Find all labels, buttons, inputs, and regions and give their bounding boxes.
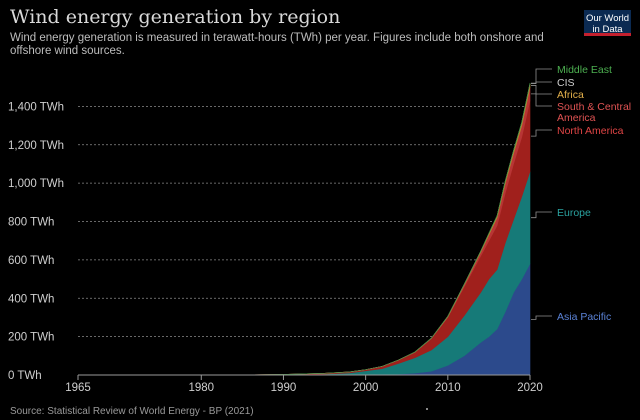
logo-line-2: in Data — [592, 24, 623, 35]
chart-subtitle: Wind energy generation is measured in te… — [10, 32, 544, 57]
source-note: Source: Statistical Review of World Ener… — [10, 406, 254, 417]
x-tick-label-2020: 2020 — [517, 382, 543, 394]
y-tick-label-400: 400 TWh — [8, 293, 54, 305]
legend-label-africa: Africa — [557, 89, 584, 101]
y-tick-label-200: 200 TWh — [8, 332, 54, 344]
y-tick-label-1400: 1,400 TWh — [8, 101, 64, 113]
owid-logo[interactable]: Our World in Data — [584, 10, 631, 36]
legend-label-south-central-america-line-2: America — [557, 112, 596, 124]
legend-label-europe: Europe — [557, 207, 591, 219]
legend-label-asia-pacific: Asia Pacific — [557, 311, 611, 323]
y-tick-label-1000: 1,000 TWh — [8, 178, 64, 190]
connector-north-america — [531, 129, 552, 137]
y-tick-label-0: 0 TWh — [8, 370, 42, 382]
connector-south-central-america — [531, 93, 552, 107]
connector-asia-pacific — [531, 315, 552, 320]
area-middle-east — [78, 82, 531, 376]
x-tick-label-2000: 2000 — [353, 382, 379, 394]
x-tick-label-2010: 2010 — [435, 382, 461, 394]
legend-label-south-central-america: South & Central — [557, 101, 631, 113]
area-europe — [78, 171, 531, 376]
x-tick-label-1990: 1990 — [271, 382, 297, 394]
y-tick-label-600: 600 TWh — [8, 255, 54, 267]
connector-europe — [531, 211, 552, 219]
y-tick-label-1200: 1,200 TWh — [8, 140, 64, 152]
footer-dot — [426, 408, 428, 410]
legend-label-north-america: North America — [557, 125, 624, 137]
legend-label-cis: CIS — [557, 77, 575, 89]
connector-middle-east — [531, 68, 552, 84]
connector-africa — [531, 85, 552, 95]
chart-title: Wind energy generation by region — [10, 6, 341, 28]
legend-label-middle-east: Middle East — [557, 64, 612, 76]
x-tick-label-1965: 1965 — [65, 382, 91, 394]
x-tick-label-1980: 1980 — [188, 382, 214, 394]
logo-line-1: Our World — [585, 13, 630, 24]
y-tick-label-800: 800 TWh — [8, 217, 54, 229]
